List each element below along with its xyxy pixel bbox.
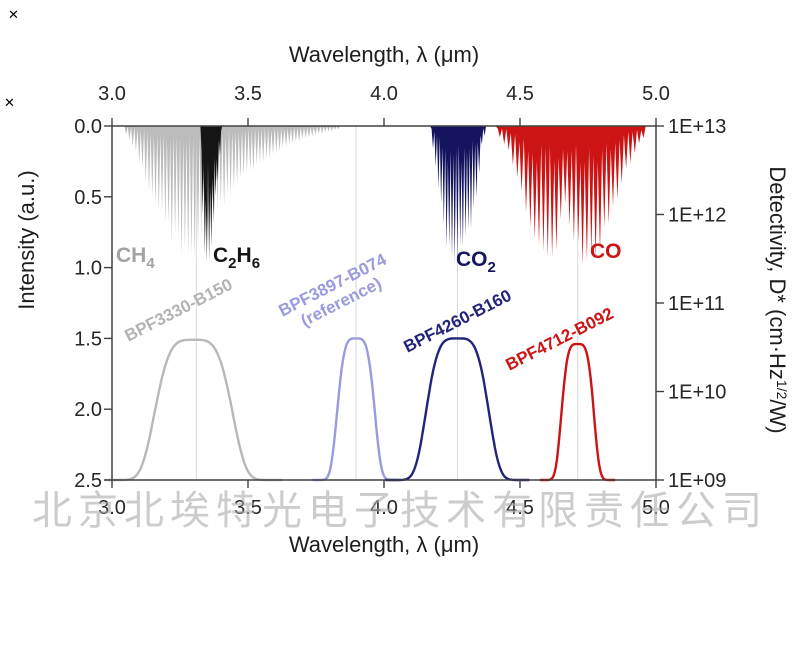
filter-label-bpf3897: BPF3897-B074(reference): [276, 250, 399, 338]
bottom-tick-label: 3.0: [98, 497, 126, 519]
right-tick-label: 1E+12: [668, 205, 726, 227]
bottom-tick-label: 4.0: [370, 497, 398, 519]
gas-label-co2: CO2: [456, 248, 496, 276]
gas-label-ch4: CH4: [116, 244, 155, 272]
filter-curve-bpf4712: [539, 342, 616, 482]
gridlines: [195, 126, 579, 480]
filter-curve-bpf4260: [384, 337, 530, 482]
left-tick-label: 0.0: [74, 116, 102, 138]
filter-label-bpf4712: BPF4712-B092: [503, 304, 617, 375]
filter-label-bpf3330: BPF3330-B150: [122, 275, 236, 346]
axis-ticks: 3.0 3.0 3.5 3.5 4.0 4.0 4.5 4.5 5.0 5.0 0.0 0.5 1.0 1…: [74, 83, 726, 519]
left-tick-label: 2.0: [74, 399, 102, 421]
top-tick-label: 3.5: [234, 83, 262, 105]
gas-label-co: CO: [590, 240, 622, 263]
bottom-tick-label: 3.5: [234, 497, 262, 519]
bottom-tick-label: 4.5: [506, 497, 534, 519]
right-tick-label: 1E+11: [668, 293, 725, 315]
right-axis-title: Detectivity, D* (cm·Hz1/2/W): [765, 166, 790, 433]
right-tick-label: 1E+13: [668, 116, 726, 138]
top-tick-label: 4.5: [506, 83, 534, 105]
right-tick-label: 1E+10: [668, 382, 726, 404]
left-tick-label: 2.5: [74, 470, 102, 492]
absorption-spectra: [122, 126, 646, 266]
band-ch4-area: [122, 126, 341, 260]
bottom-axis-title: Wavelength, λ (μm): [289, 532, 479, 557]
band-co-area: [495, 126, 646, 266]
band-c2h6-area: [200, 126, 223, 263]
filter-curve-bpf3897: [311, 337, 400, 482]
filter-curves: [103, 337, 616, 482]
left-tick-label: 1.0: [74, 258, 102, 280]
top-axis-title: Wavelength, λ (μm): [289, 42, 479, 67]
filter-curve-bpf3330: [103, 338, 283, 482]
left-tick-label: 0.5: [74, 187, 102, 209]
top-tick-label: 5.0: [642, 83, 670, 105]
bottom-tick-label: 5.0: [642, 497, 670, 519]
gas-label-c2h6: C2H6: [213, 244, 260, 272]
left-tick-label: 1.5: [74, 328, 102, 350]
left-axis-title: Intensity (a.u.): [14, 170, 39, 309]
right-tick-label: 1E+09: [668, 470, 726, 492]
band-co2-area: [430, 126, 486, 263]
top-tick-label: 4.0: [370, 83, 398, 105]
top-tick-label: 3.0: [98, 83, 126, 105]
